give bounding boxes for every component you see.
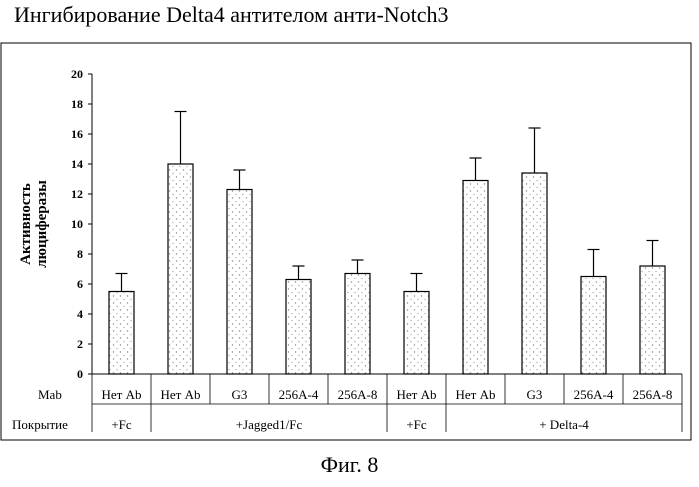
y-tick-label: 10 xyxy=(71,217,83,231)
y-tick-label: 20 xyxy=(71,67,83,81)
y-tick-label: 16 xyxy=(71,127,83,141)
row-label-coating: Покрытие xyxy=(12,417,68,432)
group-label: + Delta-4 xyxy=(539,417,589,432)
x-category-label: 256A-4 xyxy=(279,387,319,402)
bar xyxy=(168,164,193,374)
y-axis-title-line1: Активность xyxy=(18,183,34,265)
bar xyxy=(404,292,429,375)
y-tick-label: 6 xyxy=(77,277,83,291)
x-category-label: 256A-8 xyxy=(633,387,673,402)
y-tick-label: 8 xyxy=(77,247,83,261)
y-tick-label: 14 xyxy=(71,157,83,171)
bar xyxy=(581,277,606,375)
bar xyxy=(345,274,370,375)
group-label: +Fc xyxy=(406,417,427,432)
figure-caption: Фиг. 8 xyxy=(0,452,699,478)
y-tick-label: 0 xyxy=(77,367,83,381)
row-label-mab: Mab xyxy=(38,387,62,402)
group-label: +Fc xyxy=(111,417,132,432)
bar xyxy=(640,266,665,374)
y-tick-label: 18 xyxy=(71,97,83,111)
bar xyxy=(463,181,488,375)
x-category-label: Нет Ab xyxy=(397,387,437,402)
x-category-label: G3 xyxy=(527,387,543,402)
y-axis-title-line2: люциферазы xyxy=(34,180,50,268)
bar xyxy=(227,190,252,375)
bar xyxy=(522,173,547,374)
group-label: +Jagged1/Fc xyxy=(236,417,303,432)
x-category-label: 256A-8 xyxy=(338,387,378,402)
x-category-label: 256A-4 xyxy=(574,387,614,402)
bar xyxy=(109,292,134,375)
x-category-label: Нет Ab xyxy=(456,387,496,402)
x-category-label: G3 xyxy=(232,387,248,402)
bar xyxy=(286,280,311,375)
y-tick-label: 4 xyxy=(77,307,83,321)
x-category-label: Нет Ab xyxy=(102,387,142,402)
y-tick-label: 12 xyxy=(71,187,83,201)
y-tick-label: 2 xyxy=(77,337,83,351)
x-category-label: Нет Ab xyxy=(161,387,201,402)
chart-frame xyxy=(1,43,691,440)
